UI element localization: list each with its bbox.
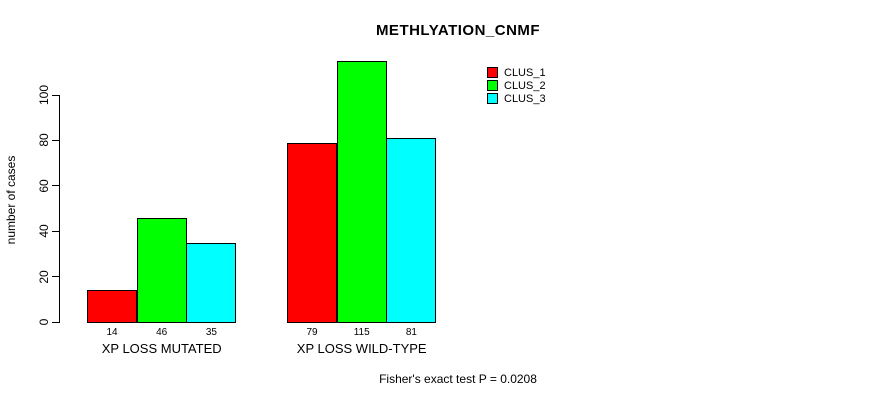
legend-swatch-clus-1 bbox=[487, 67, 498, 78]
bar-clus-2-xp-loss-mutated bbox=[136, 217, 187, 323]
y-axis-tick bbox=[52, 321, 59, 323]
y-axis-line bbox=[59, 95, 60, 323]
y-axis-tick-label: 40 bbox=[37, 224, 51, 238]
legend-label: CLUS_1 bbox=[504, 66, 546, 79]
bar-value-label: 46 bbox=[156, 327, 168, 338]
y-axis-tick-label: 80 bbox=[37, 133, 51, 148]
y-axis-tick-label: 20 bbox=[37, 269, 51, 284]
legend-swatch-clus-3 bbox=[487, 93, 498, 104]
bar-clus-3-xp-loss-mutated bbox=[186, 242, 237, 323]
bar-value-label: 79 bbox=[306, 327, 318, 338]
bar-clus-1-xp-loss-mutated bbox=[87, 290, 137, 323]
fisher-test-annotation: Fisher's exact test P = 0.0208 bbox=[379, 372, 537, 386]
y-axis-tick bbox=[52, 94, 59, 96]
bar-value-label: 14 bbox=[106, 327, 118, 338]
y-axis-tick bbox=[52, 276, 59, 278]
legend-label: CLUS_2 bbox=[504, 79, 546, 92]
bar-value-label: 81 bbox=[405, 327, 417, 338]
legend-item-clus-2: CLUS_2 bbox=[487, 79, 546, 92]
y-axis-tick-label: 0 bbox=[37, 318, 51, 326]
category-label-xp-loss-mutated: XP LOSS MUTATED bbox=[101, 341, 222, 356]
y-axis-tick-label: 100 bbox=[37, 84, 51, 106]
legend-item-clus-1: CLUS_1 bbox=[487, 66, 546, 79]
bar-value-label: 35 bbox=[205, 327, 217, 338]
legend: CLUS_1 CLUS_2 CLUS_3 bbox=[487, 66, 546, 105]
y-axis-tick bbox=[52, 230, 59, 232]
y-axis-label: number of cases bbox=[4, 155, 18, 245]
legend-item-clus-3: CLUS_3 bbox=[487, 92, 546, 105]
legend-swatch-clus-2 bbox=[487, 80, 498, 91]
chart-title: METHLYATION_CNMF bbox=[375, 22, 541, 39]
category-label-xp-loss-wild-type: XP LOSS WILD-TYPE bbox=[296, 341, 427, 356]
y-axis-tick bbox=[52, 139, 59, 141]
bar-clus-1-xp-loss-wild-type bbox=[287, 142, 337, 323]
y-axis-tick bbox=[52, 185, 59, 187]
y-axis-tick-label: 60 bbox=[37, 179, 51, 193]
bar-clus-2-xp-loss-wild-type bbox=[336, 60, 387, 323]
bar-clus-3-xp-loss-wild-type bbox=[386, 138, 437, 323]
legend-label: CLUS_3 bbox=[504, 92, 546, 105]
bar-value-label: 115 bbox=[353, 327, 370, 338]
